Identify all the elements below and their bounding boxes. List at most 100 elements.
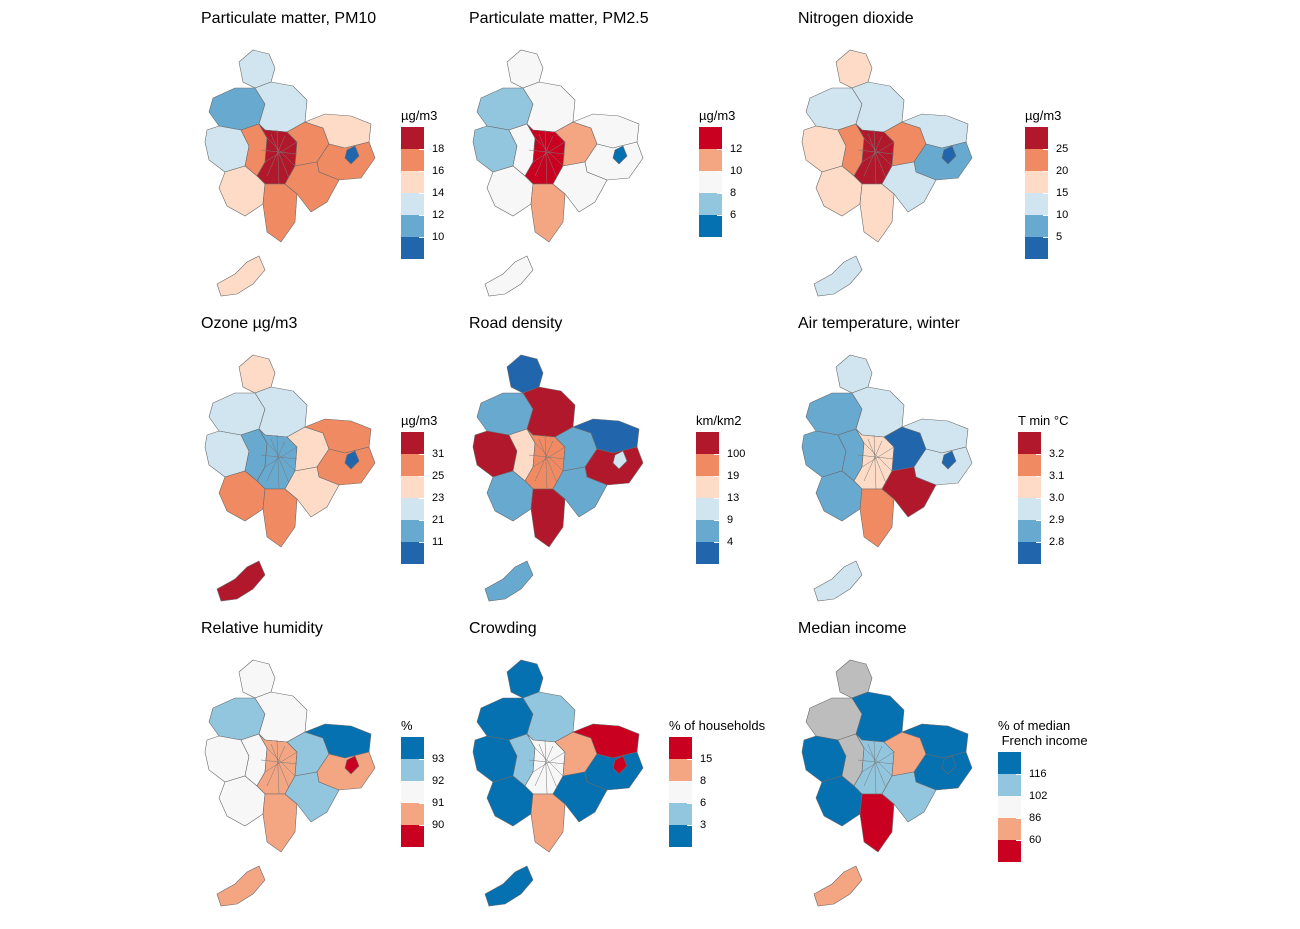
district-north-hill [835, 659, 873, 699]
legend-swatch [1018, 498, 1041, 520]
legend-swatch [401, 454, 424, 476]
district-north-hill [506, 354, 544, 394]
legend-tickmark [1036, 520, 1041, 521]
map-panel-3: Nitrogen dioxide µg/m3 25 20 15 10 5 [798, 10, 1218, 310]
legend-swatch [401, 520, 424, 542]
map-panel-1: Particulate matter, PM10 µg/m3 18 16 14 12 10 [201, 10, 621, 310]
legend-swatch [998, 840, 1021, 862]
legend-swatch [401, 781, 424, 803]
legend-swatch [401, 737, 424, 759]
district-south-east [552, 466, 608, 518]
legend-break-label: 90 [432, 819, 445, 831]
legend-title: km/km2 [696, 413, 742, 428]
legend-tickmark [687, 759, 692, 760]
legend-scale: 18 16 14 12 10 [401, 127, 444, 259]
legend: km/km2 100 19 13 9 4 [696, 413, 745, 564]
district-park [612, 450, 628, 470]
choropleth-map [472, 49, 644, 297]
legend-break-label: 3.1 [1049, 470, 1065, 482]
legend-tickmark [419, 193, 424, 194]
panel-title: Particulate matter, PM2.5 [469, 10, 649, 27]
district-south-east [881, 466, 937, 518]
legend-tickmark [419, 803, 424, 804]
inner-district-boundaries [260, 129, 298, 185]
legend-break-label: 14 [432, 187, 445, 199]
district-north-west [805, 392, 863, 436]
legend-tickmark [419, 781, 424, 782]
legend-tickmark [1016, 774, 1021, 775]
legend: T min °C 3.2 3.1 3.0 2.9 2.8 [1018, 413, 1068, 564]
legend: µg/m3 12 10 8 6 [699, 108, 742, 237]
panel-title: Ozone µg/m3 [201, 315, 298, 332]
legend-tickmark [1043, 193, 1048, 194]
panel-title: Nitrogen dioxide [798, 10, 914, 27]
legend-break-label: 6 [730, 209, 737, 221]
legend-swatch [699, 149, 722, 171]
legend-break-label: 15 [700, 753, 713, 765]
legend-swatch [669, 781, 692, 803]
legend-scale: 31 25 23 21 11 [401, 432, 444, 564]
inner-district-boundaries [857, 129, 895, 185]
legend-break-label: 3 [700, 819, 707, 831]
legend-tickmark [419, 171, 424, 172]
legend-tickmark [714, 520, 719, 521]
district-exclave [484, 560, 534, 602]
legend-tickmark [1016, 796, 1021, 797]
legend-break-label: 3.0 [1049, 492, 1065, 504]
legend-tickmark [419, 149, 424, 150]
legend-break-label: 116 [1029, 768, 1047, 780]
legend-break-label: 3.2 [1049, 448, 1065, 460]
legend-break-label: 31 [432, 448, 445, 460]
district-south [859, 793, 895, 853]
map-panel-8: Crowding % of households 15 8 6 3 [469, 620, 889, 920]
legend-tickmark [419, 825, 424, 826]
legend-tickmark [714, 454, 719, 455]
legend-break-label: 12 [432, 209, 445, 221]
legend-swatch [696, 542, 719, 564]
legend-break-label: 10 [1056, 209, 1069, 221]
legend-tickmark [1043, 149, 1048, 150]
legend-swatch [401, 237, 424, 259]
legend-swatch [401, 759, 424, 781]
legend-break-label: 25 [432, 470, 445, 482]
inner-district-boundaries [528, 129, 566, 185]
legend-tickmark [1043, 237, 1048, 238]
choropleth-map [801, 354, 973, 602]
legend: µg/m3 31 25 23 21 11 [401, 413, 444, 564]
legend-break-label: 6 [700, 797, 707, 809]
district-south [859, 183, 895, 243]
panel-title: Median income [798, 620, 907, 637]
legend-tickmark [419, 498, 424, 499]
legend-swatch [998, 796, 1021, 818]
legend-tickmark [1043, 215, 1048, 216]
legend-swatch [401, 542, 424, 564]
legend-title: µg/m3 [401, 413, 438, 428]
legend: % of households 15 8 6 3 [669, 718, 765, 847]
legend-break-label: 8 [700, 775, 707, 787]
legend-swatch [401, 193, 424, 215]
choropleth-map [204, 659, 376, 907]
legend: % of median French income 116 102 86 60 [998, 718, 1088, 862]
legend-break-label: 25 [1056, 143, 1069, 155]
district-north-hill [506, 49, 544, 89]
district-exclave [813, 255, 863, 297]
legend-swatch [1025, 171, 1048, 193]
district-south-east [552, 771, 608, 823]
legend-swatch [1018, 432, 1041, 454]
district-park [344, 145, 360, 165]
panel-title: Crowding [469, 620, 537, 637]
legend-break-label: 9 [727, 514, 734, 526]
legend-tickmark [714, 498, 719, 499]
legend-swatch [1018, 454, 1041, 476]
legend-break-label: 102 [1029, 790, 1048, 802]
legend-swatch [401, 476, 424, 498]
inner-district-boundaries [260, 739, 298, 795]
panel-title: Particulate matter, PM10 [201, 10, 377, 27]
legend-break-label: 21 [432, 514, 445, 526]
legend-tickmark [419, 237, 424, 238]
district-exclave [484, 255, 534, 297]
district-south-east [284, 771, 340, 823]
legend-swatch [401, 127, 424, 149]
inner-district-boundaries [857, 434, 895, 490]
legend-tickmark [717, 215, 722, 216]
